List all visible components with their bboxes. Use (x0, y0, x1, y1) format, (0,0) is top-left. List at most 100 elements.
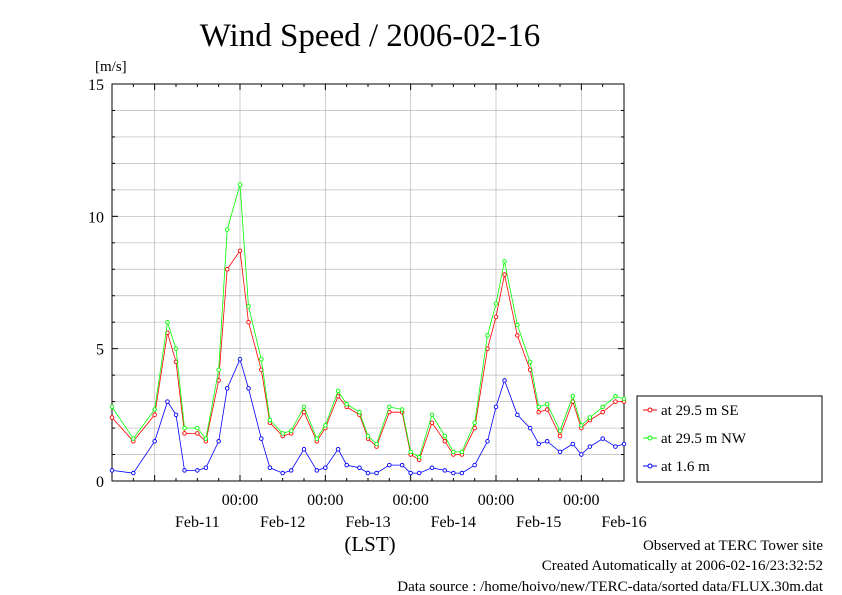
x-time-tick-label: 00:00 (222, 492, 258, 509)
y-tick-label: 15 (88, 77, 104, 94)
data-point (267, 417, 273, 423)
data-point (365, 433, 371, 439)
legend-entry: at 29.5 m NW (643, 431, 747, 447)
x-time-tick-label: 00:00 (478, 492, 514, 509)
x-date-tick-label: Feb-11 (175, 514, 220, 531)
data-point (195, 425, 200, 431)
x-date-tick-label: Feb-13 (345, 514, 390, 531)
plot-frame (111, 83, 625, 482)
data-source-note: Data source : /home/hoivo/new/TERC-data/… (397, 579, 824, 595)
series-line (111, 184, 625, 458)
data-point (182, 431, 187, 436)
data-point (109, 404, 115, 410)
data-point (485, 439, 490, 444)
data-point (109, 415, 115, 420)
data-point (600, 409, 605, 415)
chart-title: Wind Speed / 2006-02-16 (200, 18, 541, 54)
legend-label: at 1.6 m (661, 459, 710, 475)
data-point (557, 449, 563, 455)
data-point (224, 227, 230, 232)
data-point (536, 409, 541, 415)
data-point (165, 319, 170, 325)
data-point (237, 248, 243, 253)
data-point (544, 439, 550, 444)
data-point (527, 359, 533, 365)
data-point (246, 304, 251, 309)
grid-lines (112, 84, 624, 481)
series-3 (109, 357, 627, 476)
data-point (173, 346, 179, 351)
legend-marker (647, 463, 653, 469)
data-point (442, 439, 448, 444)
data-point (280, 431, 285, 436)
data-point (515, 333, 520, 338)
data-point (216, 367, 221, 373)
data-point (587, 444, 593, 449)
data-point (485, 346, 490, 351)
data-point (459, 470, 465, 476)
x-date-tick-label: Feb-15 (516, 514, 561, 531)
data-point (109, 468, 115, 473)
data-point (515, 322, 520, 328)
data-point (173, 412, 179, 418)
data-point (502, 272, 507, 277)
series-group (109, 182, 627, 476)
data-point (152, 439, 157, 444)
data-point (621, 441, 627, 447)
data-point (259, 357, 264, 362)
data-point (472, 420, 477, 426)
data-point (374, 441, 379, 447)
data-point (527, 425, 533, 431)
data-point (335, 388, 341, 394)
data-point (357, 409, 362, 415)
series-1 (109, 248, 627, 463)
data-point (152, 412, 157, 418)
data-point (152, 407, 157, 412)
legend-marker (647, 407, 653, 413)
data-point (344, 462, 349, 468)
data-point (429, 412, 435, 418)
data-point (131, 436, 136, 441)
data-point (387, 404, 392, 410)
x-axis-label: (LST) (344, 532, 395, 556)
data-point (515, 412, 520, 418)
y-tick-labels: 0 5 10 15 (88, 77, 104, 491)
data-point (472, 462, 477, 468)
data-point (536, 441, 541, 447)
data-point (429, 465, 435, 471)
legend-entry: at 29.5 m SE (643, 403, 739, 419)
data-point (621, 396, 627, 402)
data-point (323, 423, 328, 428)
x-date-tick-label: Feb-16 (601, 514, 646, 531)
data-point (613, 444, 618, 449)
legend-label: at 29.5 m SE (661, 403, 739, 419)
data-point (570, 441, 576, 447)
data-point (195, 431, 200, 436)
data-point (600, 404, 605, 410)
x-date-tick-label: Feb-14 (431, 514, 476, 531)
data-point (408, 470, 413, 476)
data-point (579, 452, 584, 457)
data-point (557, 433, 563, 439)
data-point (224, 386, 230, 391)
data-point (387, 462, 392, 468)
data-point (314, 436, 320, 441)
data-point (613, 399, 618, 404)
series-2 (109, 182, 627, 460)
data-point (344, 401, 349, 407)
legend-label: at 29.5 m NW (661, 431, 747, 447)
x-time-tick-label: 00:00 (563, 492, 599, 509)
legend-box (636, 395, 823, 483)
y-axis-unit-label: [m/s] (95, 59, 127, 75)
data-point (536, 404, 541, 410)
data-point (408, 449, 413, 455)
data-point (451, 470, 456, 476)
data-point (493, 314, 499, 320)
data-point (267, 465, 273, 471)
data-point (416, 470, 422, 476)
data-point (544, 401, 550, 407)
data-point (557, 428, 563, 433)
data-point (314, 468, 320, 473)
